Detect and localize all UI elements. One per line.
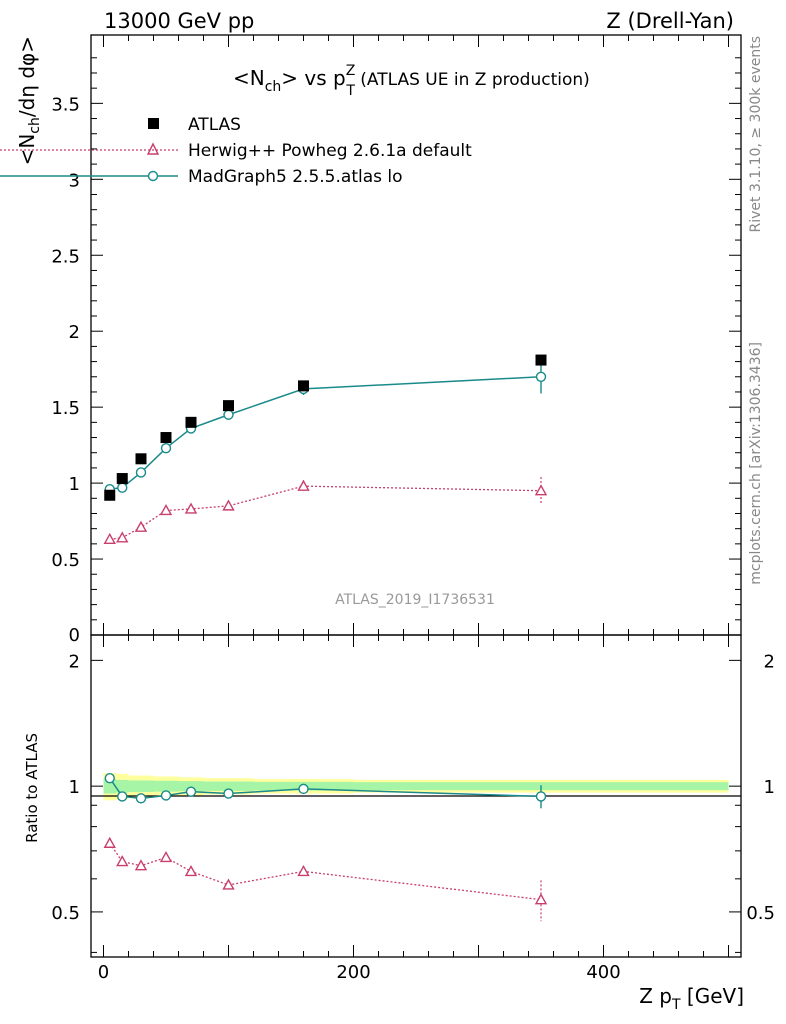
- main-y-tick-label-cut: 0: [69, 625, 80, 646]
- ratio-band-inner: [116, 779, 129, 793]
- herwig-point: [103, 532, 116, 545]
- ratio-y-tick-labels: 0.5 0.5 1 1 2 2: [51, 651, 775, 924]
- ratio-herwig-point: [297, 864, 310, 877]
- x-tick-label: 200: [336, 962, 370, 983]
- ratio-herwig-point: [116, 855, 129, 867]
- ratio-herwig-point: [184, 864, 198, 877]
- atlas-point: [223, 400, 234, 412]
- main-y-tick-label: 1.5: [51, 398, 80, 419]
- atlas-point: [535, 354, 547, 366]
- legend-label-herwig: Herwig++ Powheg 2.6.1a default: [188, 141, 472, 161]
- madgraph-point: [535, 371, 547, 382]
- ratio-herwig-point: [222, 878, 235, 890]
- ratio-band-inner: [153, 780, 179, 792]
- ratio-herwig-point: [534, 893, 548, 905]
- main-series: [103, 354, 548, 545]
- herwig-point: [159, 504, 173, 516]
- ratio-y-tick-label-right: 0.5: [746, 903, 775, 924]
- ratio-y-ticks: [91, 659, 741, 953]
- main-y-tick-label: 3: [69, 170, 80, 191]
- ratio-madgraph-point: [117, 791, 128, 802]
- ratio-y-axis-label: Ratio to ATLAS: [23, 733, 41, 843]
- madgraph-point: [160, 442, 172, 454]
- legend-label-madgraph: MadGraph5 2.5.5.atlas lo: [188, 167, 403, 187]
- ratio-y-tick-label-right: 2: [764, 651, 775, 672]
- main-y-tick-label: 0.5: [51, 550, 80, 571]
- main-title: <Nch> vs pZ T (ATLAS UE in Z production): [233, 63, 590, 99]
- legend-marker-madgraph: [147, 170, 159, 182]
- x-axis-label: Z pT [GeV]: [639, 984, 744, 1013]
- madgraph-point: [223, 409, 234, 420]
- main-y-tick-label: 2: [69, 322, 80, 343]
- x-tick-label: 400: [586, 962, 620, 983]
- x-tick-label: 0: [98, 962, 109, 983]
- ratio-madgraph-point: [298, 783, 309, 795]
- main-y-tick-labels: 0.5 1 1.5 2 2.5 3 3.5: [51, 94, 80, 571]
- ratio-madgraph-point: [223, 788, 234, 799]
- ratio-madgraph-point: [104, 772, 115, 784]
- main-y-ticks: [91, 57, 741, 636]
- ratio-madgraph-point: [185, 786, 197, 797]
- atlas-point: [104, 489, 116, 501]
- ratio-band-inner: [203, 781, 254, 791]
- ratio-y-tick-label: 0.5: [51, 903, 80, 924]
- ratio-band-inner: [128, 780, 154, 793]
- ratio-herwig-line: [109, 842, 542, 901]
- ratio-band-inner: [178, 781, 204, 792]
- ratio-y-tick-label: 2: [69, 651, 80, 672]
- header-right: Z (Drell-Yan): [606, 9, 734, 33]
- atlas-point: [185, 416, 197, 428]
- header-left: 13000 GeV pp: [104, 9, 254, 33]
- main-y-axis-label: <Nch/dη dφ>: [15, 36, 43, 165]
- x-tick-labels: 0 200 400: [98, 962, 621, 983]
- madgraph-point: [117, 482, 128, 493]
- main-panel: 0.5 1 1.5 2 2.5 3 3.5 0 <Nch/dη dφ> <Nch> vs p…: [0, 34, 742, 646]
- ratio-herwig-point: [103, 836, 116, 848]
- legend: ATLAS Herwig++ Powheg 2.6.1a default Mad…: [0, 115, 472, 187]
- madgraph-line: [109, 376, 542, 490]
- herwig-point: [184, 502, 198, 514]
- legend-marker-herwig: [146, 142, 160, 155]
- herwig-point: [116, 531, 129, 543]
- madgraph-point: [135, 467, 147, 478]
- ratio-herwig-point: [134, 859, 148, 871]
- atlas-point: [298, 380, 309, 392]
- herwig-line: [109, 485, 542, 540]
- main-y-tick-label: 3.5: [51, 94, 80, 115]
- legend-marker-atlas: [148, 118, 159, 129]
- ratio-herwig-point: [159, 851, 173, 863]
- main-y-tick-label: 1: [69, 474, 80, 495]
- watermark: ATLAS_2019_I1736531: [335, 592, 495, 608]
- legend-label-atlas: ATLAS: [188, 115, 241, 135]
- herwig-point: [134, 520, 148, 532]
- herwig-point: [297, 479, 310, 491]
- herwig-point: [222, 499, 235, 511]
- atlas-point: [135, 453, 147, 465]
- ratio-madgraph-point: [135, 793, 147, 804]
- x-ticks: [103, 35, 729, 957]
- ratio-y-tick-label-right: 1: [764, 777, 775, 798]
- herwig-point: [534, 484, 548, 496]
- ratio-y-tick-label: 1: [69, 777, 80, 798]
- ratio-panel: 0.5 0.5 1 1 2 2 0 200 400 Ratio to ATLAS Z pT […: [23, 35, 775, 1013]
- ratio-madgraph-point: [160, 790, 172, 801]
- ratio-series: [103, 772, 548, 922]
- main-y-tick-label: 2.5: [51, 246, 80, 267]
- mcplots-label: mcplots.cern.ch [arXiv:1306.3436]: [748, 342, 764, 585]
- rivet-label: Rivet 3.1.10, ≥ 300k events: [748, 36, 764, 233]
- atlas-point: [116, 473, 128, 485]
- ratio-madgraph-point: [535, 791, 547, 802]
- atlas-point: [160, 432, 172, 444]
